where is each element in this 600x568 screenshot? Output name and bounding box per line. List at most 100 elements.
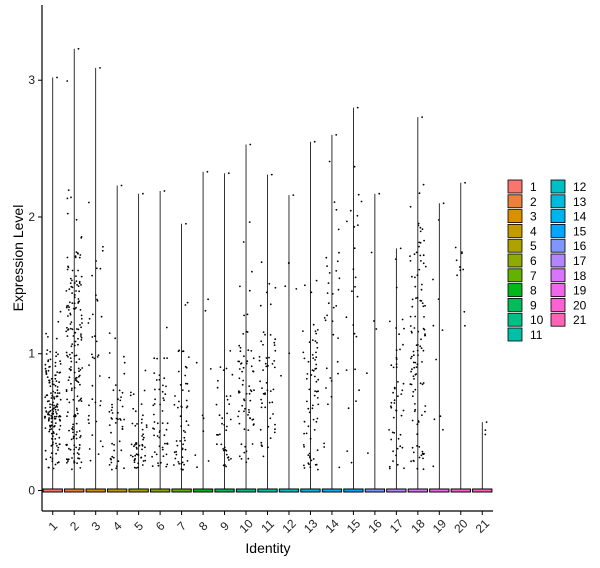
data-point: [110, 461, 113, 464]
data-point: [133, 461, 136, 463]
data-point: [221, 422, 223, 425]
data-point: [52, 431, 55, 433]
data-point: [48, 410, 51, 413]
data-point: [207, 298, 210, 301]
data-point: [265, 365, 268, 368]
data-point: [181, 389, 184, 391]
data-point: [66, 461, 68, 464]
data-point: [411, 275, 413, 278]
data-point: [133, 466, 136, 469]
data-point: [422, 183, 425, 186]
violin-base: [257, 488, 278, 493]
data-point: [177, 370, 180, 373]
data-point: [338, 251, 340, 254]
data-point: [73, 386, 76, 389]
data-point: [415, 366, 418, 368]
data-point: [328, 272, 331, 274]
data-point: [310, 459, 313, 462]
data-point: [327, 302, 330, 305]
data-point: [55, 395, 58, 398]
data-point: [121, 405, 124, 408]
data-point: [216, 443, 218, 446]
data-point: [131, 455, 134, 458]
data-point: [162, 384, 164, 387]
data-point: [410, 355, 413, 358]
data-point: [50, 432, 53, 435]
legend-label: 10: [530, 313, 544, 327]
x-axis-title: Identity: [245, 540, 290, 556]
data-point: [79, 467, 82, 469]
data-point: [59, 424, 62, 427]
data-point: [437, 298, 440, 300]
data-point: [325, 256, 328, 259]
data-point: [51, 435, 54, 437]
data-point: [166, 422, 169, 425]
data-point: [165, 465, 168, 468]
y-axis-title: Expression Level: [10, 205, 26, 312]
data-point: [161, 446, 164, 449]
data-point: [52, 390, 54, 393]
data-point: [269, 303, 272, 306]
data-point: [175, 440, 178, 442]
data-point: [78, 290, 80, 293]
data-point: [416, 433, 419, 436]
data-point: [88, 404, 90, 407]
data-point: [222, 449, 225, 452]
data-point: [306, 400, 308, 403]
data-point: [226, 398, 229, 401]
data-point: [274, 423, 276, 426]
data-point: [57, 353, 59, 356]
data-point: [75, 446, 77, 449]
data-point: [397, 395, 399, 398]
data-point: [48, 417, 50, 419]
data-point: [158, 436, 161, 439]
data-point: [419, 230, 422, 233]
data-point: [248, 392, 251, 395]
data-point: [54, 361, 57, 364]
legend-swatch: [507, 312, 523, 327]
data-point: [65, 443, 68, 446]
data-point: [392, 460, 394, 462]
data-point: [419, 382, 422, 385]
data-point: [174, 395, 176, 397]
data-point: [311, 354, 314, 356]
data-point: [95, 260, 97, 262]
legend-swatch: [507, 238, 523, 253]
data-point: [392, 416, 395, 419]
violin-group-17: [386, 247, 407, 493]
data-point: [140, 403, 143, 405]
data-point: [72, 423, 74, 426]
data-point: [165, 428, 168, 431]
data-point: [238, 344, 241, 347]
data-point: [163, 357, 166, 360]
data-point: [72, 335, 75, 337]
data-point: [347, 407, 350, 410]
data-point: [71, 343, 74, 345]
data-point: [78, 447, 81, 449]
data-point: [159, 403, 162, 406]
data-point: [247, 349, 250, 352]
data-point: [72, 431, 74, 434]
data-point: [312, 323, 315, 326]
data-point: [422, 453, 424, 455]
data-point: [141, 418, 143, 421]
data-point: [269, 417, 272, 420]
data-point: [55, 452, 57, 455]
data-point: [58, 428, 61, 431]
data-point: [225, 395, 228, 397]
data-point: [419, 345, 422, 348]
data-point: [335, 305, 338, 307]
data-point: [56, 403, 59, 405]
data-point: [219, 366, 222, 368]
data-point: [307, 425, 310, 428]
data-point: [393, 399, 396, 402]
data-point: [303, 357, 306, 360]
legend-label: 3: [530, 210, 537, 224]
data-point: [418, 192, 421, 195]
data-point: [411, 331, 413, 334]
data-point: [422, 382, 425, 384]
data-point: [422, 457, 424, 460]
data-point: [262, 455, 265, 458]
violin-group-21: [472, 421, 493, 493]
data-point: [238, 360, 241, 363]
